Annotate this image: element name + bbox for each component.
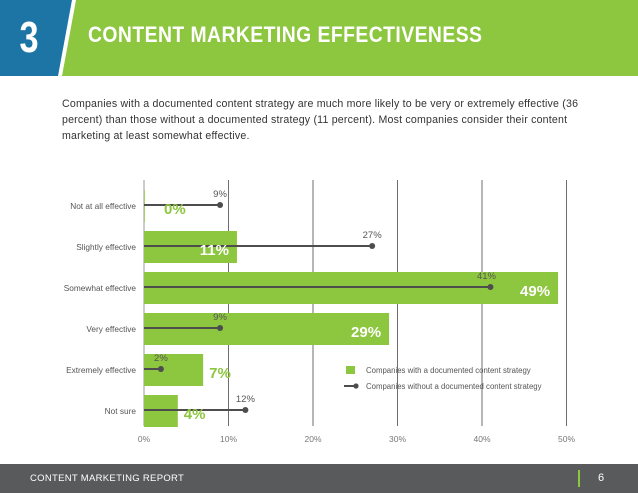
x-tick-label: 50% <box>558 434 575 444</box>
lollipops-layer <box>144 202 494 413</box>
footer-divider <box>578 470 580 487</box>
bar-value-label: 7% <box>209 365 231 382</box>
legend-label-with-strategy: Companies with a documented content stra… <box>366 366 531 375</box>
title-banner <box>62 0 638 76</box>
axis-layer: 0% 10% 20% 30% 40% 50% Not at all effective Sli… <box>64 201 576 444</box>
lollipop-point <box>487 284 494 290</box>
page-header: 3 CONTENT MARKETING EFFECTIVENESS <box>0 0 638 76</box>
legend: Companies with a documented content stra… <box>344 366 542 391</box>
x-tick-label: 30% <box>389 434 406 444</box>
bar-value-label: 11% <box>200 242 229 259</box>
bar-value-label: 29% <box>351 324 381 341</box>
section-number: 3 <box>19 13 39 62</box>
category-label: Slightly effective <box>76 242 136 252</box>
legend-point-without-strategy <box>353 383 359 389</box>
x-tick-label: 20% <box>304 434 321 444</box>
category-label: Not at all effective <box>70 201 136 211</box>
lollipop-point <box>157 366 164 372</box>
lollipop-point <box>369 243 376 249</box>
lollipop-point <box>217 202 224 208</box>
page-title: CONTENT MARKETING EFFECTIVENESS <box>88 22 483 47</box>
category-label: Extremely effective <box>66 365 136 375</box>
footer-report-label: CONTENT MARKETING REPORT <box>30 473 185 484</box>
labels-layer: 9% 0% 27% 11% 41% 49% 9% 29% 2% 7% 12% 4% <box>154 189 550 423</box>
page-number: 6 <box>598 472 605 484</box>
lollipop-value-label: 27% <box>363 230 383 241</box>
category-label: Very effective <box>86 324 136 334</box>
legend-swatch-with-strategy <box>346 366 355 374</box>
lollipop-point <box>242 407 249 413</box>
x-tick-label: 0% <box>138 434 151 444</box>
x-tick-label: 10% <box>220 434 237 444</box>
lollipop-value-label: 9% <box>213 312 227 323</box>
lollipop-value-label: 9% <box>213 189 227 200</box>
lollipop-point <box>217 325 224 331</box>
bar-value-label: 49% <box>520 283 550 300</box>
category-label: Not sure <box>105 406 137 416</box>
lollipop-value-label: 12% <box>236 394 256 405</box>
bar-value-label: 0% <box>164 201 186 218</box>
bar-value-label: 4% <box>184 406 206 423</box>
lollipop-value-label: 41% <box>477 271 497 282</box>
header-banner <box>0 0 638 76</box>
section-number-block <box>0 0 72 76</box>
intro-paragraph: Companies with a documented content stra… <box>62 98 579 142</box>
bars-layer <box>144 190 559 427</box>
category-label: Somewhat effective <box>64 283 137 293</box>
page-footer: CONTENT MARKETING REPORT 6 <box>0 464 638 493</box>
effectiveness-chart: 9% 0% 27% 11% 41% 49% 9% 29% 2% 7% 12% 4% 0% 10% 20% 3… <box>64 180 576 444</box>
lollipop-value-label: 2% <box>154 353 168 364</box>
legend-label-without-strategy: Companies without a documented content s… <box>366 382 542 391</box>
x-tick-label: 40% <box>473 434 490 444</box>
